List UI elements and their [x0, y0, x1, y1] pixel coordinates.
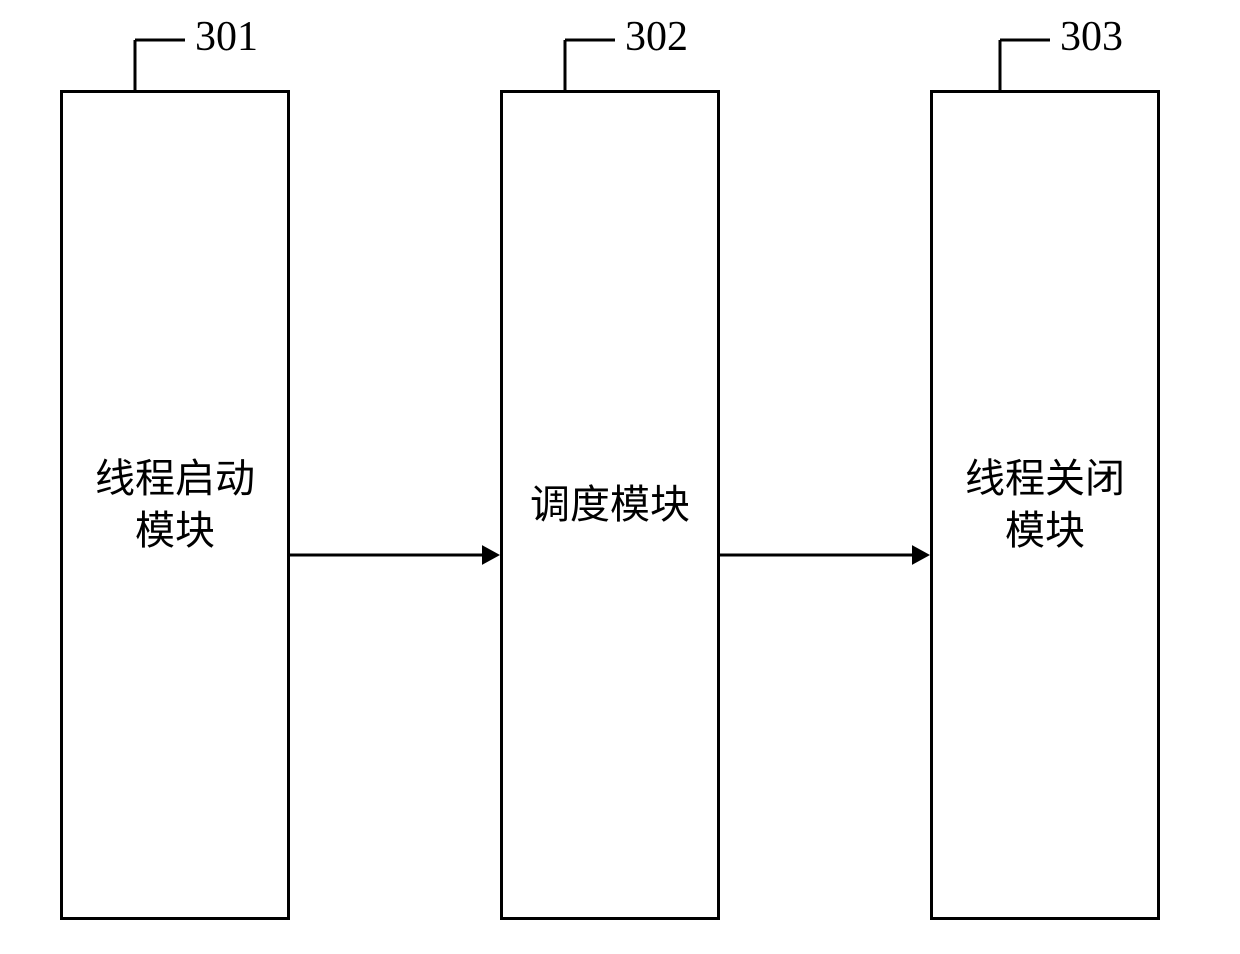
- node-label-line1: 线程关闭: [965, 456, 1125, 501]
- node-thread-start-module: 线程启动 模块: [60, 90, 290, 920]
- node-label-line1: 调度模块: [530, 482, 690, 527]
- node-label: 调度模块: [530, 479, 690, 531]
- node-label: 线程启动 模块: [95, 453, 255, 557]
- callout-302: 302: [625, 13, 688, 61]
- callout-301: 301: [195, 13, 258, 61]
- callout-text: 301: [195, 14, 258, 60]
- callout-303: 303: [1060, 13, 1123, 61]
- node-label-line1: 线程启动: [95, 456, 255, 501]
- callout-text: 303: [1060, 14, 1123, 60]
- node-scheduling-module: 调度模块: [500, 90, 720, 920]
- node-thread-close-module: 线程关闭 模块: [930, 90, 1160, 920]
- diagram-container: 线程启动 模块 301 调度模块 302 线程关闭 模块 303: [0, 0, 1240, 954]
- node-label-line2: 模块: [1005, 508, 1085, 553]
- node-label-line2: 模块: [135, 508, 215, 553]
- node-label: 线程关闭 模块: [965, 453, 1125, 557]
- callout-text: 302: [625, 14, 688, 60]
